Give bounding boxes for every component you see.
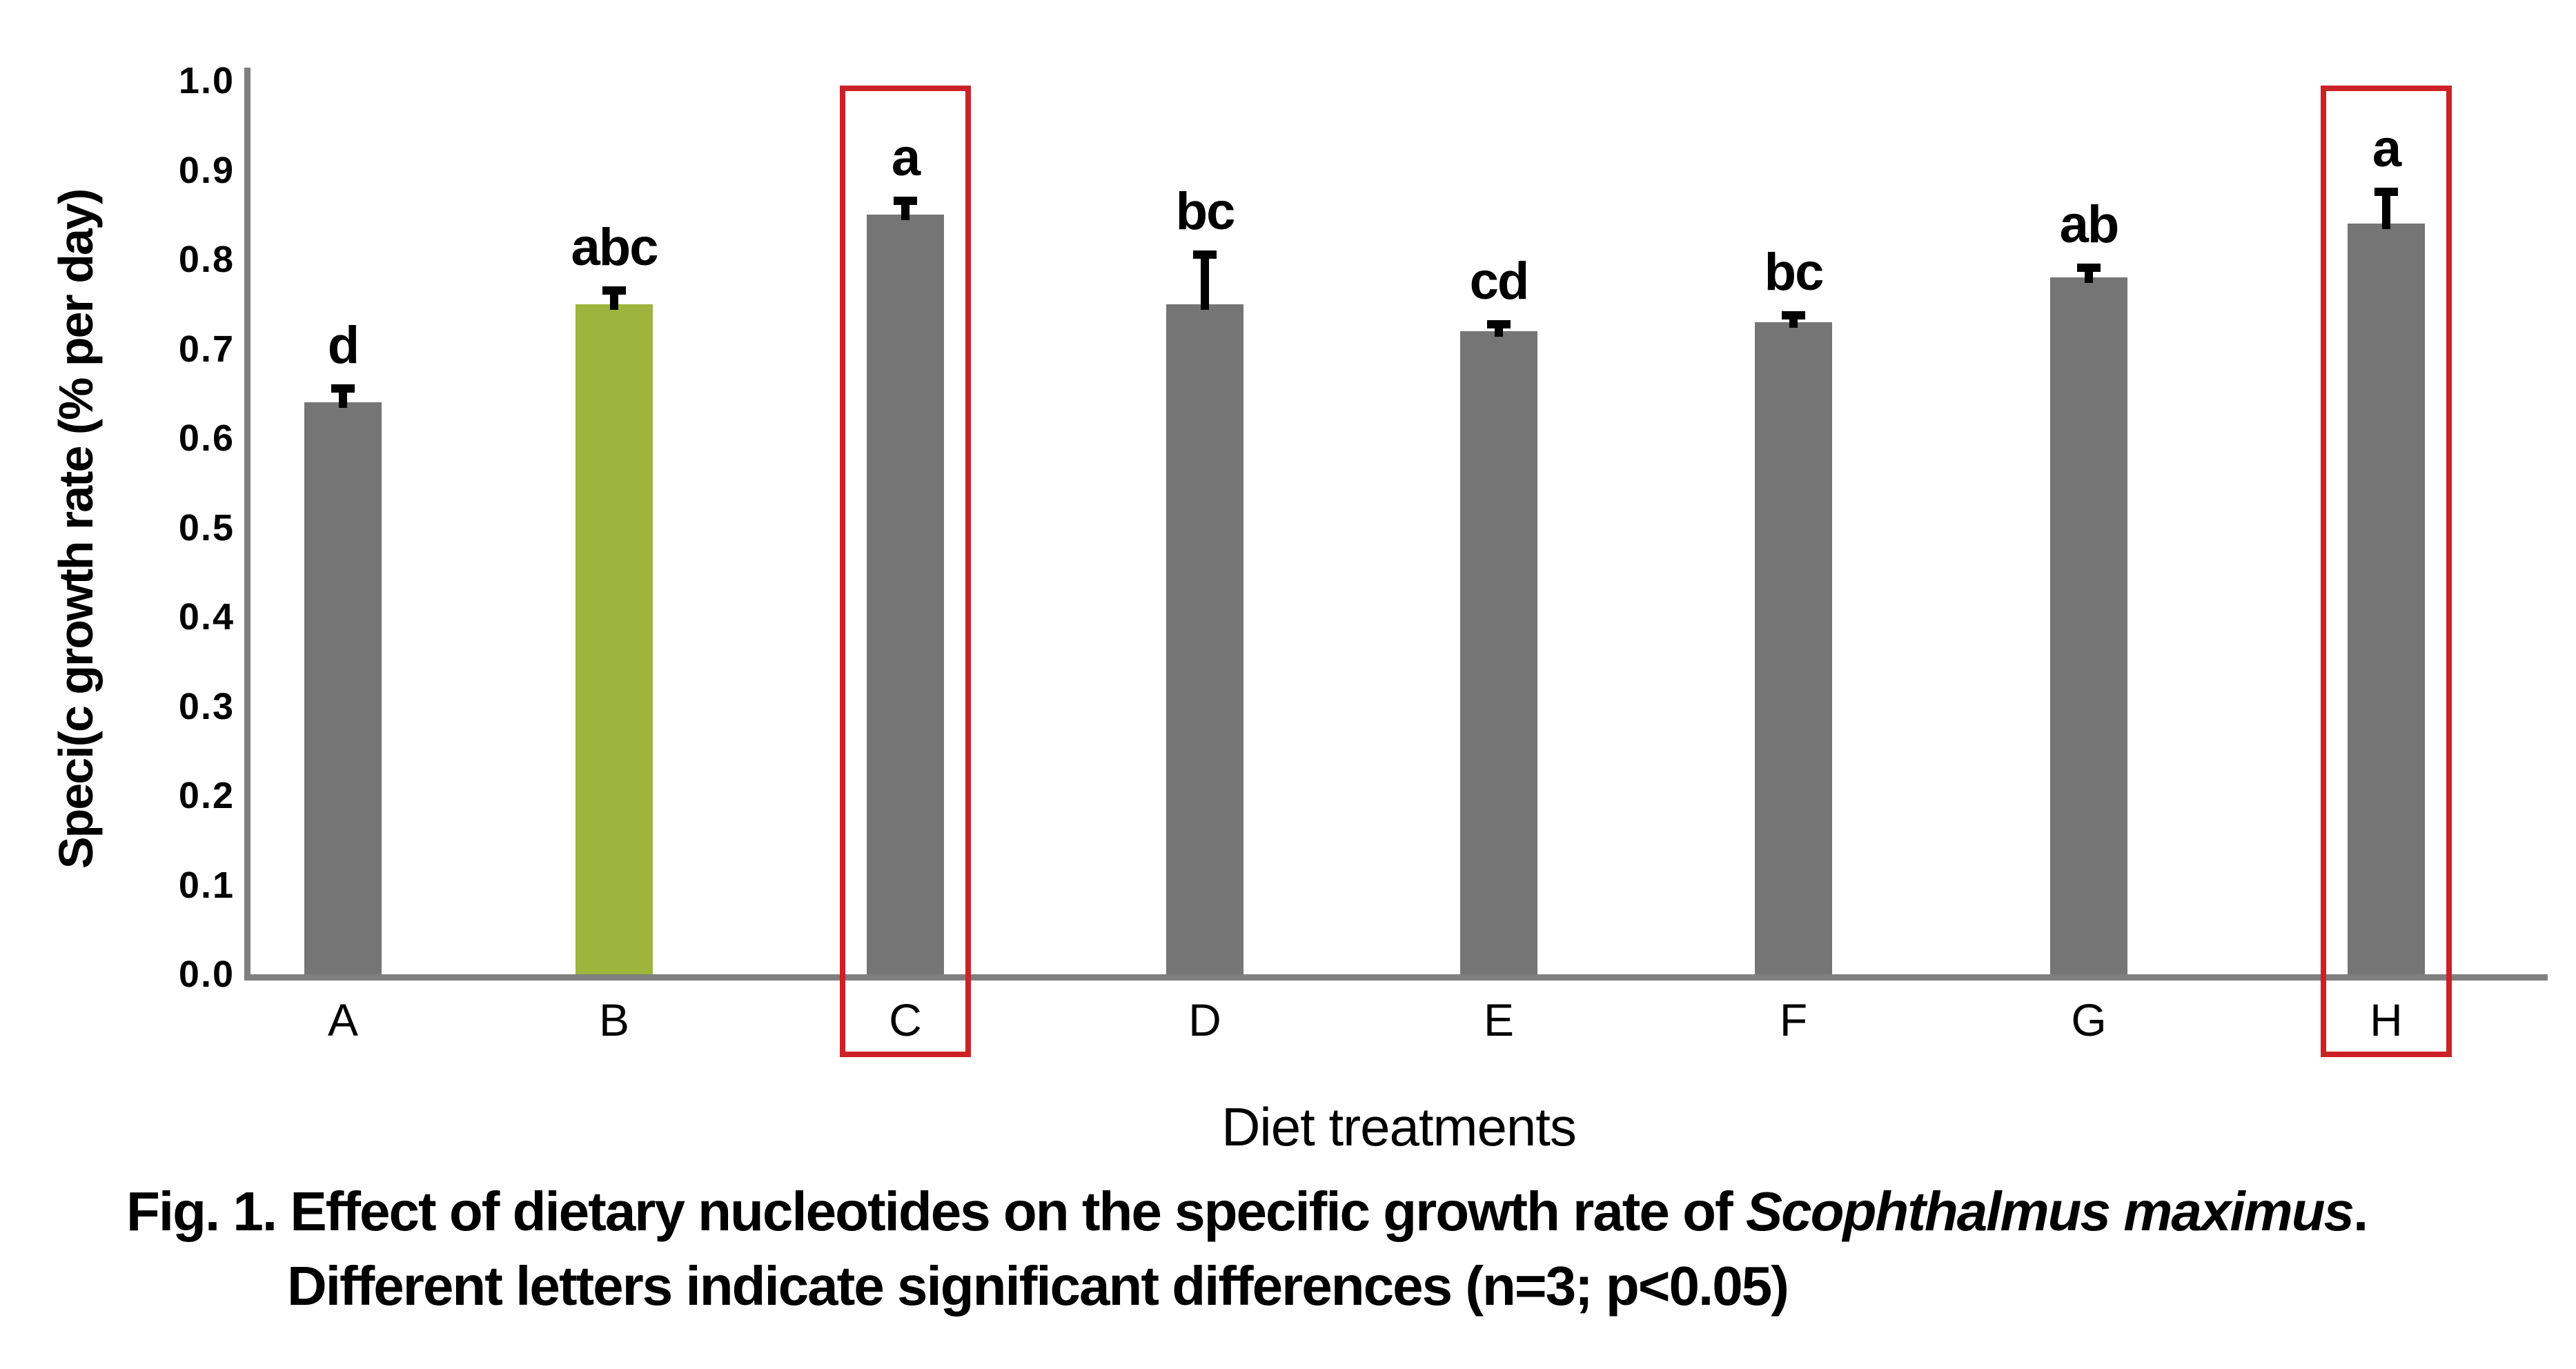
bar-F (1755, 322, 1832, 974)
x-axis-title: Diet treatments (1221, 1096, 1577, 1157)
bar-B (576, 304, 653, 974)
caption-line1-suffix: . (2353, 1181, 2368, 1242)
x-category-label-E: E (1483, 994, 1515, 1045)
significance-letter-G: ab (2059, 195, 2120, 255)
y-axis-line (244, 68, 250, 981)
x-axis-line (244, 974, 2548, 981)
y-tick-label-0.7: 0.7 (178, 328, 235, 370)
y-tick-label-0.4: 0.4 (178, 596, 235, 638)
bar-E (1460, 331, 1537, 974)
y-tick-label-0.9: 0.9 (178, 149, 235, 191)
x-category-label-C: C (889, 994, 922, 1045)
significance-letter-C: a (891, 128, 921, 188)
significance-letter-H: a (2372, 119, 2401, 179)
y-tick-label-0.2: 0.2 (178, 775, 235, 816)
y-tick-label-0.6: 0.6 (178, 417, 235, 459)
x-category-label-F: F (1779, 994, 1808, 1045)
significance-letter-E: cd (1469, 252, 1530, 311)
error-bar-F (1782, 311, 1805, 328)
figure-caption: Fig. 1. Effect of dietary nucleotides on… (126, 1174, 2514, 1323)
bar-C (867, 215, 944, 974)
y-axis-tick-labels: 0.0 0.1 0.2 0.3 0.4 0.5 0.6 0.7 0.8 0.9 1.0 (0, 62, 235, 993)
error-bar-stem (2382, 188, 2390, 230)
error-bar-cap (2375, 188, 2398, 197)
bar-G (2050, 277, 2127, 974)
error-bar-H (2375, 188, 2398, 230)
error-bar-cap (1487, 320, 1511, 329)
y-tick-label-0.3: 0.3 (178, 685, 235, 727)
error-bar-cap (894, 197, 917, 206)
error-bar-B (602, 286, 626, 310)
highlight-box-C (840, 86, 971, 1057)
y-tick-label-0.8: 0.8 (178, 239, 235, 280)
bar-D (1166, 304, 1243, 974)
x-category-label-G: G (2071, 994, 2107, 1045)
y-tick-label-0.5: 0.5 (178, 506, 235, 549)
y-tick-label-0.1: 0.1 (178, 864, 235, 906)
error-bar-cap (1193, 250, 1217, 259)
error-bar-cap (1782, 311, 1805, 320)
error-bar-D (1193, 250, 1217, 310)
y-tick-label-1.0: 1.0 (178, 60, 235, 101)
x-category-label-H: H (2370, 994, 2403, 1045)
error-bar-G (2077, 264, 2101, 283)
x-category-label-A: A (327, 994, 359, 1045)
error-bar-E (1487, 320, 1511, 337)
error-bar-cap (331, 384, 355, 393)
y-tick-label-0.0: 0.0 (178, 954, 235, 995)
significance-letter-F: bc (1764, 243, 1825, 302)
error-bar-C (894, 197, 917, 221)
bar-H (2348, 224, 2425, 974)
bar-A (304, 402, 382, 974)
error-bar-cap (602, 286, 626, 295)
caption-line-1: Fig. 1. Effect of dietary nucleotides on… (126, 1174, 2514, 1249)
x-category-label-B: B (598, 994, 630, 1045)
significance-letter-D: bc (1175, 182, 1236, 242)
significance-letter-B: abc (571, 217, 659, 277)
x-category-label-D: D (1188, 994, 1221, 1045)
error-bar-cap (2077, 264, 2101, 273)
caption-species-name: Scophthalmus maximus (1745, 1181, 2354, 1242)
highlight-box-H (2321, 86, 2452, 1057)
error-bar-stem (1201, 250, 1209, 310)
error-bar-A (331, 384, 355, 408)
significance-letter-A: d (327, 316, 360, 375)
caption-line-2: Different letters indicate significant d… (287, 1255, 1789, 1317)
caption-line1-prefix: Fig. 1. Effect of dietary nucleotides on… (126, 1181, 1746, 1242)
